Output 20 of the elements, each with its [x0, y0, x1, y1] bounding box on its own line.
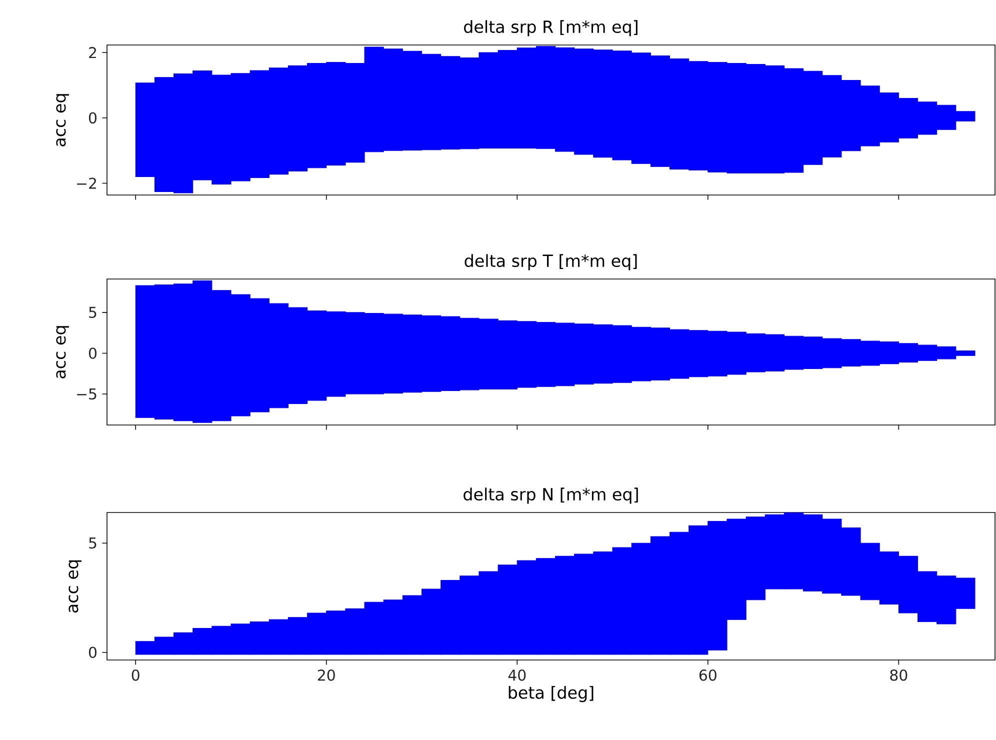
y-tick-label: 2: [89, 46, 96, 58]
y-tick-label: 0: [88, 348, 96, 359]
x-tick-label: 60: [699, 670, 716, 681]
y-tick-label: 0: [88, 646, 96, 658]
x-tick-label: 20: [318, 670, 335, 681]
y-axis-title: acc eq: [68, 560, 82, 613]
y-axis-title: acc eq: [56, 94, 69, 146]
x-tick-label: 40: [508, 670, 526, 681]
x-tick-label: 80: [890, 670, 908, 681]
x-tick-label: 0: [132, 670, 140, 681]
y-tick-label: −2: [77, 178, 96, 189]
chart-title: delta srp T [m*m eq]: [464, 254, 637, 270]
y-tick-label: 5: [89, 538, 96, 549]
x-axis-title: beta [deg]: [508, 686, 594, 702]
chart-title: delta srp N [m*m eq]: [464, 488, 638, 504]
chart-title: delta srp R [m*m eq]: [464, 20, 638, 36]
y-tick-label: 0: [88, 112, 96, 124]
y-tick-label: 5: [89, 306, 96, 318]
y-axis-title: acc eq: [56, 326, 69, 378]
y-tick-label: −5: [77, 388, 96, 400]
